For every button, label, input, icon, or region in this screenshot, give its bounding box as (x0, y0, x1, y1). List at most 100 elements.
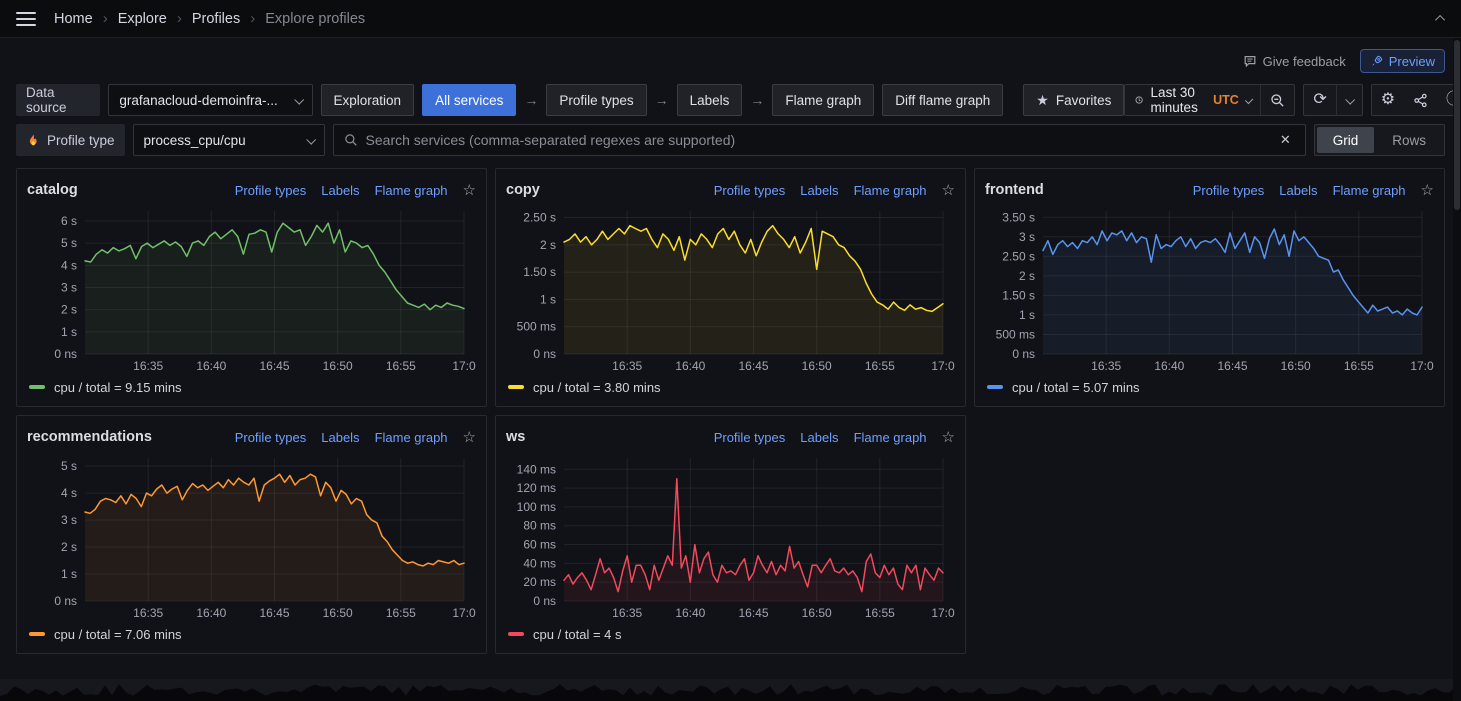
zoom-out-button[interactable] (1260, 85, 1294, 115)
panel-actions: Profile types Labels Flame graph ☆ (235, 183, 476, 198)
panel-link-flame-graph[interactable]: Flame graph (374, 182, 448, 198)
breadcrumb-profiles[interactable]: Profiles (191, 10, 241, 27)
service-panel: recommendations Profile types Labels Fla… (16, 415, 487, 654)
timeseries-chart[interactable]: 0 ns 500 ms 1 s 1.50 s 2 s 2.50 s 16:35 16:40 16… (506, 203, 955, 376)
breadcrumb-separator-icon: › (102, 10, 108, 27)
svg-text:16:45: 16:45 (1217, 359, 1247, 373)
favorites-button[interactable]: ★ Favorites (1023, 84, 1125, 116)
legend-label[interactable]: cpu / total = 4 s (533, 626, 622, 642)
svg-text:3 s: 3 s (61, 280, 77, 294)
svg-text:16:45: 16:45 (738, 359, 768, 373)
svg-text:16:50: 16:50 (1281, 359, 1311, 373)
breadcrumb-separator-icon: › (250, 10, 256, 27)
search-services-field: ✕ (332, 124, 1306, 156)
collapse-topbar-icon[interactable] (1435, 14, 1446, 25)
svg-text:3 s: 3 s (61, 513, 77, 527)
refresh-icon: ⟳ (1313, 91, 1327, 108)
svg-text:16:45: 16:45 (738, 606, 768, 620)
svg-text:16:50: 16:50 (802, 606, 832, 620)
panel-legend: cpu / total = 4 s (506, 623, 955, 645)
refresh-interval-dropdown[interactable] (1335, 85, 1362, 115)
svg-text:1 s: 1 s (61, 325, 77, 339)
panel-link-labels[interactable]: Labels (321, 182, 360, 198)
panel-link-profile-types[interactable]: Profile types (234, 182, 307, 198)
panel-link-flame-graph[interactable]: Flame graph (853, 429, 927, 445)
panel-link-profile-types[interactable]: Profile types (1192, 182, 1265, 198)
preview-button[interactable]: Preview (1359, 49, 1445, 73)
svg-text:3.50 s: 3.50 s (1002, 210, 1035, 224)
legend-swatch-icon (29, 385, 45, 389)
panel-link-profile-types[interactable]: Profile types (713, 429, 786, 445)
svg-text:120 ms: 120 ms (517, 481, 556, 495)
step-profile-types[interactable]: Profile types (546, 84, 647, 116)
scrollbar-track[interactable] (1453, 38, 1461, 701)
svg-text:1 s: 1 s (540, 292, 556, 306)
step-labels[interactable]: Labels (676, 84, 743, 116)
svg-text:0 ns: 0 ns (54, 347, 77, 361)
svg-text:140 ms: 140 ms (517, 462, 556, 476)
svg-text:2.50 s: 2.50 s (1002, 249, 1035, 263)
star-icon: ★ (1036, 92, 1049, 108)
svg-text:17:0: 17:0 (452, 606, 476, 620)
clear-search-icon[interactable]: ✕ (1279, 132, 1291, 147)
step-all-services[interactable]: All services (422, 84, 517, 116)
favorite-star-icon[interactable]: ☆ (941, 181, 955, 199)
svg-text:0 ns: 0 ns (533, 347, 556, 361)
timeseries-chart[interactable]: 0 ns 1 s 2 s 3 s 4 s 5 s 6 s 16:35 16:40 16:45 16:… (27, 203, 476, 376)
time-range-picker[interactable]: Last 30 minutes UTC (1125, 85, 1260, 115)
panel-link-flame-graph[interactable]: Flame graph (853, 182, 927, 198)
panel-legend: cpu / total = 9.15 mins (27, 376, 476, 398)
share-button[interactable] (1404, 85, 1437, 115)
legend-label[interactable]: cpu / total = 5.07 mins (1012, 379, 1140, 395)
timeseries-chart[interactable]: 0 ns 1 s 2 s 3 s 4 s 5 s 16:35 16:40 16:45 16:50 1… (27, 450, 476, 623)
svg-text:2.50 s: 2.50 s (523, 211, 556, 225)
panel-link-flame-graph[interactable]: Flame graph (374, 429, 448, 445)
exploration-button[interactable]: Exploration (320, 84, 415, 116)
menu-icon[interactable] (16, 11, 36, 26)
favorite-star-icon[interactable]: ☆ (462, 428, 476, 446)
panel-link-labels[interactable]: Labels (321, 429, 360, 445)
search-services-input[interactable] (365, 132, 1268, 148)
timeseries-chart[interactable]: 0 ns 500 ms 1 s 1.50 s 2 s 2.50 s 3 s 3.50 s 16:… (985, 203, 1434, 376)
breadcrumb-home[interactable]: Home (54, 10, 93, 27)
data-source-label: Data source (16, 84, 101, 116)
scrollbar-thumb[interactable] (1454, 40, 1460, 210)
time-picker-group: Last 30 minutes UTC (1124, 84, 1296, 116)
profile-type-select[interactable]: process_cpu/cpu (132, 124, 325, 156)
arrow-right-icon: → (654, 92, 669, 108)
layout-grid-option[interactable]: Grid (1316, 127, 1375, 153)
refresh-button[interactable]: ⟳ (1304, 85, 1335, 115)
settings-button[interactable]: ⚙ (1372, 85, 1404, 115)
timeseries-chart[interactable]: 0 ns 20 ms 40 ms 60 ms 80 ms 100 ms 120 ms 140 … (506, 450, 955, 623)
gear-icon: ⚙ (1380, 91, 1396, 108)
panel-link-flame-graph[interactable]: Flame graph (1332, 182, 1406, 198)
data-source-select[interactable]: grafanacloud-demoinfra-... (108, 84, 313, 116)
legend-label[interactable]: cpu / total = 3.80 mins (533, 379, 661, 395)
panel-title: ws (506, 429, 526, 445)
svg-text:4 s: 4 s (61, 486, 77, 500)
svg-text:1 s: 1 s (1019, 308, 1035, 322)
svg-text:17:0: 17:0 (931, 606, 955, 620)
step-flame-graph[interactable]: Flame graph (772, 84, 875, 116)
favorite-star-icon[interactable]: ☆ (941, 428, 955, 446)
arrow-right-icon: → (524, 92, 539, 108)
panel-link-labels[interactable]: Labels (1279, 182, 1318, 198)
panel-link-profile-types[interactable]: Profile types (713, 182, 786, 198)
favorite-star-icon[interactable]: ☆ (462, 181, 476, 199)
give-feedback-button[interactable]: Give feedback (1243, 54, 1346, 69)
legend-label[interactable]: cpu / total = 7.06 mins (54, 626, 182, 642)
panel-link-profile-types[interactable]: Profile types (234, 429, 307, 445)
layout-rows-option[interactable]: Rows (1392, 132, 1426, 148)
breadcrumb-explore[interactable]: Explore (117, 10, 167, 27)
svg-text:0 ns: 0 ns (1012, 347, 1035, 361)
panel-title: copy (506, 182, 540, 198)
favorite-star-icon[interactable]: ☆ (1420, 181, 1434, 199)
svg-text:17:0: 17:0 (452, 359, 476, 373)
panel-link-labels[interactable]: Labels (800, 429, 839, 445)
diff-flame-graph-button[interactable]: Diff flame graph (882, 84, 1004, 116)
svg-text:16:40: 16:40 (1154, 359, 1184, 373)
panel-title: catalog (27, 182, 78, 198)
panel-link-labels[interactable]: Labels (800, 182, 839, 198)
legend-label[interactable]: cpu / total = 9.15 mins (54, 379, 182, 395)
top-nav-bar: Home › Explore › Profiles › Explore prof… (0, 0, 1461, 38)
